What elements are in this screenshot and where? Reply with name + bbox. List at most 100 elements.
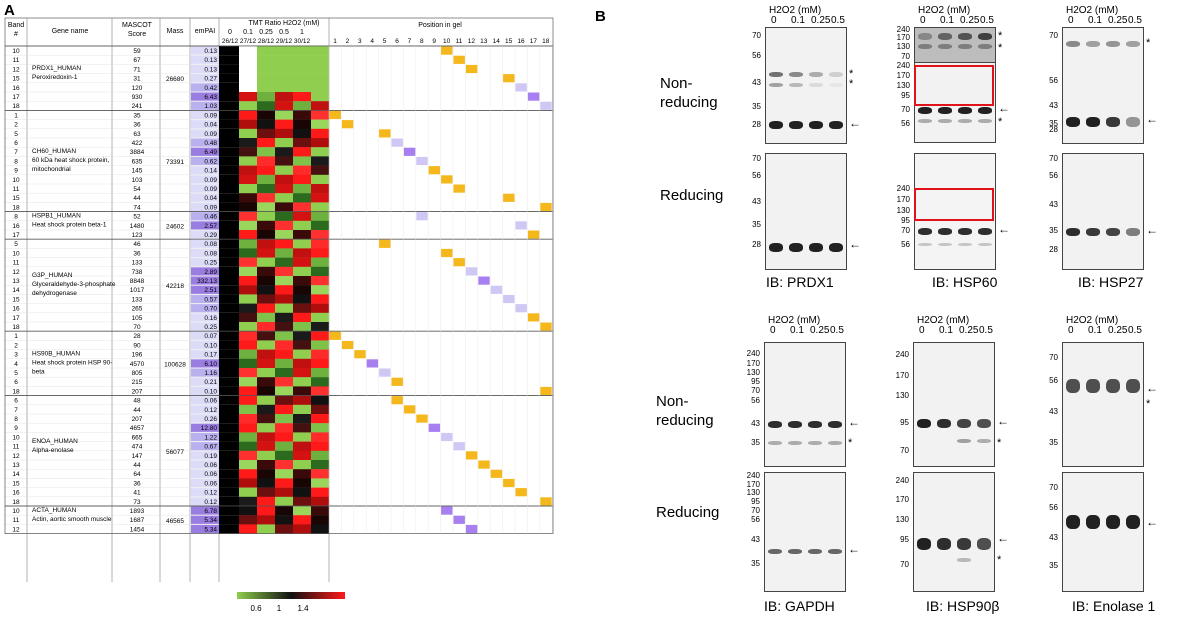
heat-cell xyxy=(239,450,257,461)
gel-pos-15: 16 xyxy=(517,38,525,45)
heat-cell xyxy=(257,147,275,157)
mascot-cell: 36 xyxy=(133,480,141,487)
band xyxy=(769,243,783,252)
heat-cell xyxy=(275,119,293,129)
hsp27-conc-3: 0.5 xyxy=(1128,15,1142,26)
heat-cell xyxy=(239,395,257,405)
mascot-cell: 44 xyxy=(133,407,141,414)
gene-name: Alpha-enolase xyxy=(32,447,74,454)
mascot-cell: 35 xyxy=(133,112,141,119)
heat-cell xyxy=(257,441,275,451)
hsp90-conc-1: 0.1 xyxy=(939,325,953,336)
heat-cell xyxy=(275,82,293,93)
heat-cell xyxy=(311,202,329,212)
blot-enolase-nonreducing-arrow-0: ← xyxy=(1146,381,1158,395)
enolase-conc-2: 0.25 xyxy=(1108,325,1128,336)
heat-cell xyxy=(239,73,257,83)
heat-cell xyxy=(275,202,293,212)
heat-cell xyxy=(275,386,293,396)
heat-cell xyxy=(275,506,293,516)
heat-cell xyxy=(239,358,257,369)
heat-cell xyxy=(239,92,257,102)
heat-cell xyxy=(311,193,329,203)
blot-hsp60-top-mw-3: 70 xyxy=(901,52,910,61)
mascot-cell: 73 xyxy=(133,499,141,506)
blot-hsp60-reducing-mw-0: 240 xyxy=(896,184,910,193)
heat-cell xyxy=(293,202,311,212)
tmt-ratio-2: 28/12 xyxy=(258,38,275,45)
header-tmt: TMT Ratio H2O2 (mM) xyxy=(248,20,319,27)
blot-hsp60-mid-mw-5: 56 xyxy=(901,119,910,128)
heat-cell xyxy=(311,184,329,194)
heat-cell xyxy=(275,349,293,359)
band-cell: 17 xyxy=(12,315,20,322)
mascot-cell: 1480 xyxy=(130,223,145,230)
heat-cell xyxy=(239,285,257,295)
band xyxy=(918,33,932,40)
blot-hsp60-reducing xyxy=(914,153,996,270)
baseline-cell xyxy=(219,211,239,221)
gel-pos-6: 7 xyxy=(408,38,412,45)
blot-hsp90-nonreducing-mw-4: 70 xyxy=(900,446,909,455)
heat-cell xyxy=(239,230,257,240)
band xyxy=(1086,117,1100,127)
band-cell: 4 xyxy=(14,361,18,368)
band xyxy=(829,243,843,252)
band-cell: 13 xyxy=(12,278,20,285)
gel-position-mark xyxy=(379,368,391,377)
blot-prdx1-reducing-mw-1: 56 xyxy=(752,171,761,180)
prdx1-conc-3: 0.5 xyxy=(831,15,845,26)
reducing-label-top: Reducing xyxy=(660,187,724,204)
gel-position-mark xyxy=(540,322,552,331)
mascot-cell: 145 xyxy=(132,168,143,175)
heat-cell xyxy=(275,340,293,350)
blot-hsp60-mid-mw-4: 70 xyxy=(901,105,910,114)
empai-cell xyxy=(191,110,219,120)
blot-hsp60-mid-star-0: * xyxy=(998,116,1003,128)
empai-cell xyxy=(191,451,219,460)
mascot-cell: 74 xyxy=(133,204,141,211)
mascot-cell: 48 xyxy=(133,398,141,405)
gel-pos-2: 3 xyxy=(358,38,362,45)
empai-cell xyxy=(191,230,219,239)
blot-hsp27-nonreducing-star-0: * xyxy=(1146,37,1151,49)
empai-value: 0.48 xyxy=(204,140,217,147)
heat-cell xyxy=(293,377,311,387)
band xyxy=(809,121,823,129)
band-cell: 2 xyxy=(14,342,18,349)
blot-hsp90-nonreducing-arrow-0: ← xyxy=(997,414,1009,428)
band-cell: 10 xyxy=(12,508,20,515)
heat-cell xyxy=(257,395,275,405)
heat-cell xyxy=(257,460,275,470)
baseline-cell xyxy=(219,138,239,148)
blot-hsp60-mid-mw-3: 95 xyxy=(901,91,910,100)
heat-cell xyxy=(311,147,329,157)
ib-hsp60: IB: HSP60 xyxy=(932,274,998,290)
heat-cell xyxy=(239,156,257,166)
mass-cell: 100628 xyxy=(164,361,186,368)
band-cell: 6 xyxy=(14,398,18,405)
band xyxy=(828,549,842,554)
heat-cell xyxy=(293,248,311,258)
blot-gapdh-reducing-mw-5: 56 xyxy=(751,515,760,524)
band xyxy=(769,83,783,87)
band xyxy=(938,243,952,246)
heat-cell xyxy=(311,220,329,231)
band xyxy=(1126,515,1140,529)
heat-cell xyxy=(293,257,311,267)
baseline-cell xyxy=(219,92,239,102)
band-cell: 12 xyxy=(12,526,20,533)
baseline-cell xyxy=(219,423,239,433)
gel-position-mark xyxy=(503,478,515,488)
gel-position-mark xyxy=(540,497,552,506)
mascot-cell: 3884 xyxy=(130,149,145,156)
gel-pos-7: 8 xyxy=(420,38,424,45)
baseline-cell xyxy=(219,487,239,497)
prdx1-conc-2: 0.25 xyxy=(811,15,831,26)
gene-name: G3P_HUMAN xyxy=(32,272,73,279)
hsp27-conc-1: 0.1 xyxy=(1088,15,1102,26)
baseline-cell xyxy=(219,322,239,332)
blot-hsp90-reducing-mw-0: 240 xyxy=(895,476,909,485)
gel-position-mark xyxy=(527,92,540,101)
heat-cell xyxy=(239,55,257,65)
